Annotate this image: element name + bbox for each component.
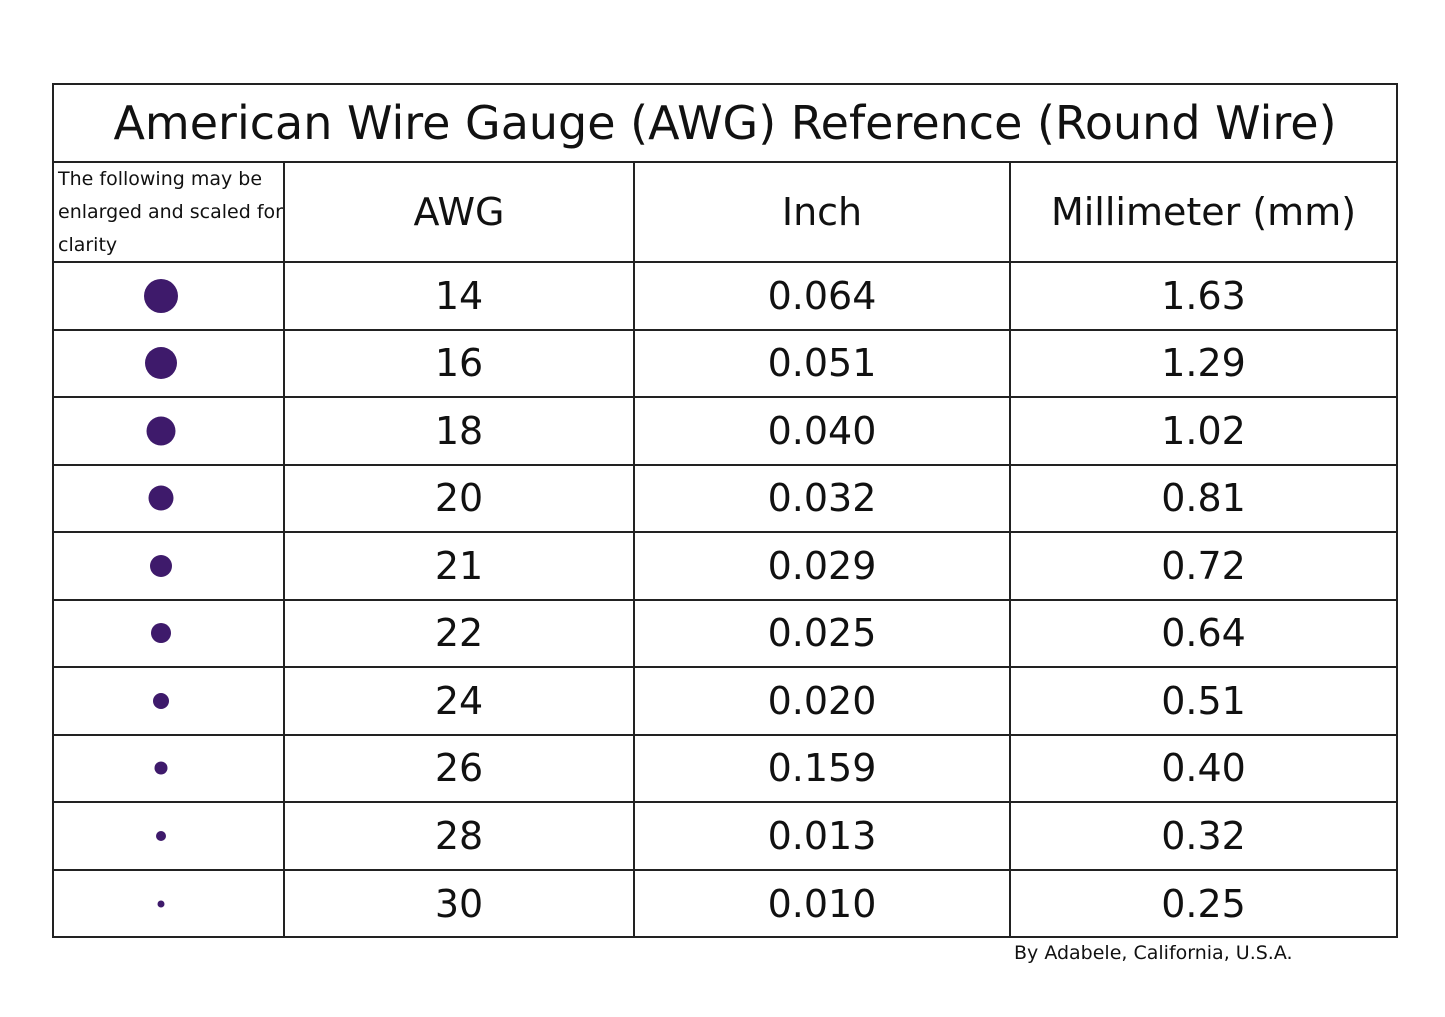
wire-icon-cell [54, 870, 285, 938]
table-cell: 14 [285, 263, 635, 329]
table-cell: 0.020 [635, 668, 1011, 734]
data-row: 24 0.020 0.51 [54, 668, 1396, 736]
footer-credit: By Adabele, California, U.S.A. [1014, 942, 1293, 964]
wire-icon [157, 900, 165, 908]
wire-icon [153, 692, 169, 709]
wire-icon-cell [54, 803, 285, 869]
table-title: American Wire Gauge (AWG) Reference (Rou… [54, 85, 1396, 163]
header-note: The following may be enlarged and scaled… [54, 163, 285, 261]
wire-icon [146, 416, 176, 446]
wire-dot [157, 900, 165, 908]
wire-icon [156, 830, 166, 841]
data-row: 20 0.032 0.81 [54, 465, 1396, 533]
wire-icon [151, 623, 171, 644]
wire-dot [151, 623, 171, 644]
table-cell: 22 [285, 600, 635, 666]
wire-dot [153, 692, 169, 709]
table-cell: 0.032 [635, 465, 1011, 531]
table-cell: 0.013 [635, 803, 1011, 869]
table-cell: 24 [285, 668, 635, 734]
wire-dot [144, 278, 178, 313]
data-row: 30 0.010 0.25 [54, 870, 1396, 938]
table-cell: 16 [285, 330, 635, 396]
data-row: 18 0.040 1.02 [54, 398, 1396, 466]
table-cell: 18 [285, 398, 635, 464]
wire-icon [145, 347, 177, 380]
wire-dot [150, 554, 172, 577]
header-cell: AWG [285, 163, 635, 261]
header-cell: Inch [635, 163, 1011, 261]
table-cell: 1.29 [1161, 341, 1246, 386]
table-cell: 0.040 [635, 398, 1011, 464]
wire-icon [150, 554, 172, 577]
table-cell: 0.81 [1161, 476, 1246, 521]
wire-icon-cell [54, 533, 285, 599]
table-cell: 21 [285, 533, 635, 599]
table-cell: 1.63 [1161, 273, 1246, 318]
wire-icon-cell [54, 600, 285, 666]
table-cell: 0.010 [635, 870, 1011, 938]
table-cell: 0.72 [1161, 543, 1246, 588]
table-cell: 20 [285, 465, 635, 531]
wire-icon [148, 485, 174, 511]
data-row: 26 0.159 0.40 [54, 735, 1396, 803]
table-cell: 0.25 [1161, 882, 1246, 927]
table-cell: 0.51 [1161, 678, 1246, 723]
table-cell: 1.02 [1161, 408, 1246, 453]
awg-table: American Wire Gauge (AWG) Reference (Rou… [52, 83, 1398, 938]
data-row: 22 0.025 0.64 [54, 600, 1396, 668]
wire-dot [146, 416, 176, 446]
wire-icon-cell [54, 263, 285, 329]
table-cell: 0.40 [1161, 746, 1246, 791]
table-cell: 30 [285, 870, 635, 938]
data-row: 28 0.013 0.32 [54, 803, 1396, 871]
data-row: 16 0.051 1.29 [54, 330, 1396, 398]
header-row: The following may be enlarged and scaled… [54, 163, 1396, 263]
header-cell: Millimeter (mm) [1050, 190, 1357, 234]
wire-icon-cell [54, 398, 285, 464]
wire-dot [145, 347, 177, 380]
wire-icon [144, 278, 178, 313]
wire-icon-cell [54, 330, 285, 396]
table-cell: 0.32 [1161, 813, 1246, 858]
table-cell: 0.064 [635, 263, 1011, 329]
data-row: 14 0.064 1.63 [54, 263, 1396, 331]
table-cell: 0.025 [635, 600, 1011, 666]
table-cell: 0.159 [635, 735, 1011, 801]
table-cell: 0.64 [1161, 611, 1246, 656]
wire-icon-cell [54, 465, 285, 531]
table-cell: 26 [285, 735, 635, 801]
table-cell: 0.029 [635, 533, 1011, 599]
wire-icon [154, 761, 168, 775]
wire-dot [154, 761, 168, 775]
wire-icon-cell [54, 668, 285, 734]
wire-icon-cell [54, 735, 285, 801]
table-cell: 0.051 [635, 330, 1011, 396]
table-cell: 28 [285, 803, 635, 869]
wire-dot [148, 485, 174, 511]
wire-dot [156, 830, 166, 841]
data-row: 21 0.029 0.72 [54, 533, 1396, 601]
